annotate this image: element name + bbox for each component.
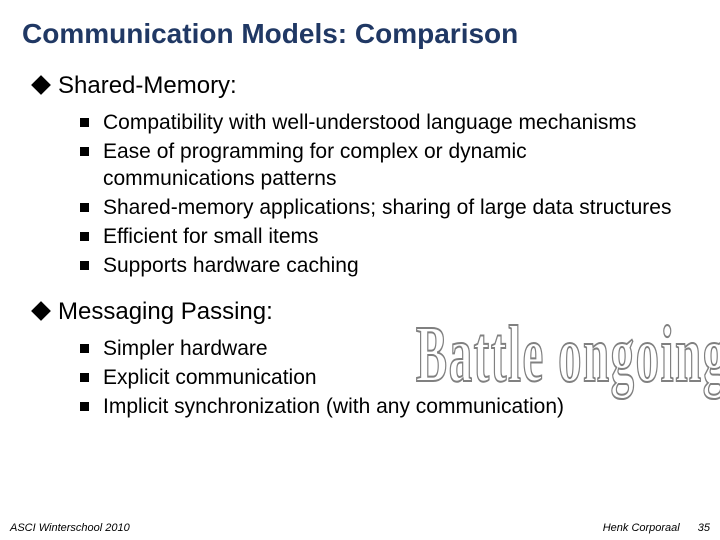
list-item: Efficient for small items (80, 224, 698, 250)
bullet-text: Simpler hardware (103, 336, 268, 362)
footer-page-number: 35 (698, 522, 710, 534)
square-icon (80, 344, 89, 353)
bullets-shared-memory: Compatibility with well-understood langu… (80, 110, 698, 280)
list-item: Simpler hardware (80, 336, 698, 362)
square-icon (80, 261, 89, 270)
list-item: Ease of programming for complex or dynam… (80, 139, 698, 192)
square-icon (80, 402, 89, 411)
section-label: Shared-Memory: (58, 72, 237, 100)
square-icon (80, 203, 89, 212)
bullets-messaging: Simpler hardware Explicit communication … (80, 336, 698, 421)
bullet-text: Shared-memory applications; sharing of l… (103, 195, 671, 221)
list-item: Shared-memory applications; sharing of l… (80, 195, 698, 221)
square-icon (80, 373, 89, 382)
bullet-text: Efficient for small items (103, 224, 319, 250)
bullet-text: Compatibility with well-understood langu… (103, 110, 636, 136)
square-icon (80, 118, 89, 127)
slide-footer: ASCI Winterschool 2010 Henk Corporaal 35 (0, 522, 720, 534)
section-messaging: Messaging Passing: (34, 298, 698, 326)
section-shared-memory: Shared-Memory: (34, 72, 698, 100)
list-item: Implicit synchronization (with any commu… (80, 394, 698, 420)
bullet-text: Implicit synchronization (with any commu… (103, 394, 564, 420)
footer-author: Henk Corporaal (603, 522, 680, 534)
list-item: Compatibility with well-understood langu… (80, 110, 698, 136)
bullet-text: Ease of programming for complex or dynam… (103, 139, 683, 192)
square-icon (80, 232, 89, 241)
square-icon (80, 147, 89, 156)
bullet-text: Supports hardware caching (103, 253, 359, 279)
diamond-icon (31, 301, 51, 321)
bullet-text: Explicit communication (103, 365, 317, 391)
list-item: Explicit communication (80, 365, 698, 391)
list-item: Supports hardware caching (80, 253, 698, 279)
slide-title: Communication Models: Comparison (22, 18, 698, 50)
footer-left: ASCI Winterschool 2010 (10, 522, 130, 534)
diamond-icon (31, 75, 51, 95)
section-label: Messaging Passing: (58, 298, 273, 326)
